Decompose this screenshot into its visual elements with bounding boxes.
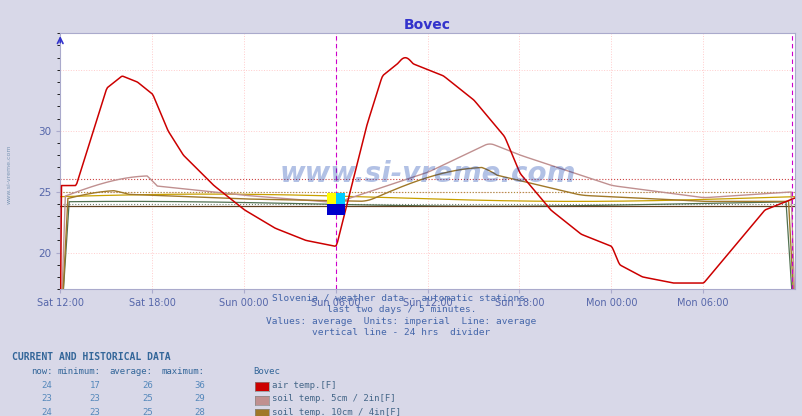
Text: maximum:: maximum: <box>161 367 205 376</box>
Text: 17: 17 <box>90 381 100 390</box>
Text: soil temp. 10cm / 4in[F]: soil temp. 10cm / 4in[F] <box>272 408 401 416</box>
Text: last two days / 5 minutes.: last two days / 5 minutes. <box>326 305 476 314</box>
Text: soil temp. 5cm / 2in[F]: soil temp. 5cm / 2in[F] <box>272 394 395 404</box>
Text: 29: 29 <box>194 394 205 404</box>
Bar <box>326 193 335 204</box>
Text: Slovenia / weather data - automatic stations.: Slovenia / weather data - automatic stat… <box>272 293 530 302</box>
Text: average:: average: <box>109 367 152 376</box>
Text: CURRENT AND HISTORICAL DATA: CURRENT AND HISTORICAL DATA <box>12 352 171 362</box>
Text: www.si-vreme.com: www.si-vreme.com <box>6 145 11 205</box>
Text: now:: now: <box>30 367 52 376</box>
Text: 26: 26 <box>142 381 152 390</box>
Text: Values: average  Units: imperial  Line: average: Values: average Units: imperial Line: av… <box>266 317 536 326</box>
Text: Bovec: Bovec <box>253 367 279 376</box>
Bar <box>326 204 345 215</box>
Bar <box>335 193 345 204</box>
Text: 25: 25 <box>142 394 152 404</box>
Text: 23: 23 <box>90 394 100 404</box>
Text: 36: 36 <box>194 381 205 390</box>
Text: www.si-vreme.com: www.si-vreme.com <box>279 160 575 188</box>
Text: 23: 23 <box>90 408 100 416</box>
Title: Bovec: Bovec <box>403 18 451 32</box>
Text: 28: 28 <box>194 408 205 416</box>
Text: 24: 24 <box>42 408 52 416</box>
Text: 23: 23 <box>42 394 52 404</box>
Text: air temp.[F]: air temp.[F] <box>272 381 336 390</box>
Text: 24: 24 <box>42 381 52 390</box>
Text: 25: 25 <box>142 408 152 416</box>
Text: vertical line - 24 hrs  divider: vertical line - 24 hrs divider <box>312 328 490 337</box>
Text: minimum:: minimum: <box>57 367 100 376</box>
